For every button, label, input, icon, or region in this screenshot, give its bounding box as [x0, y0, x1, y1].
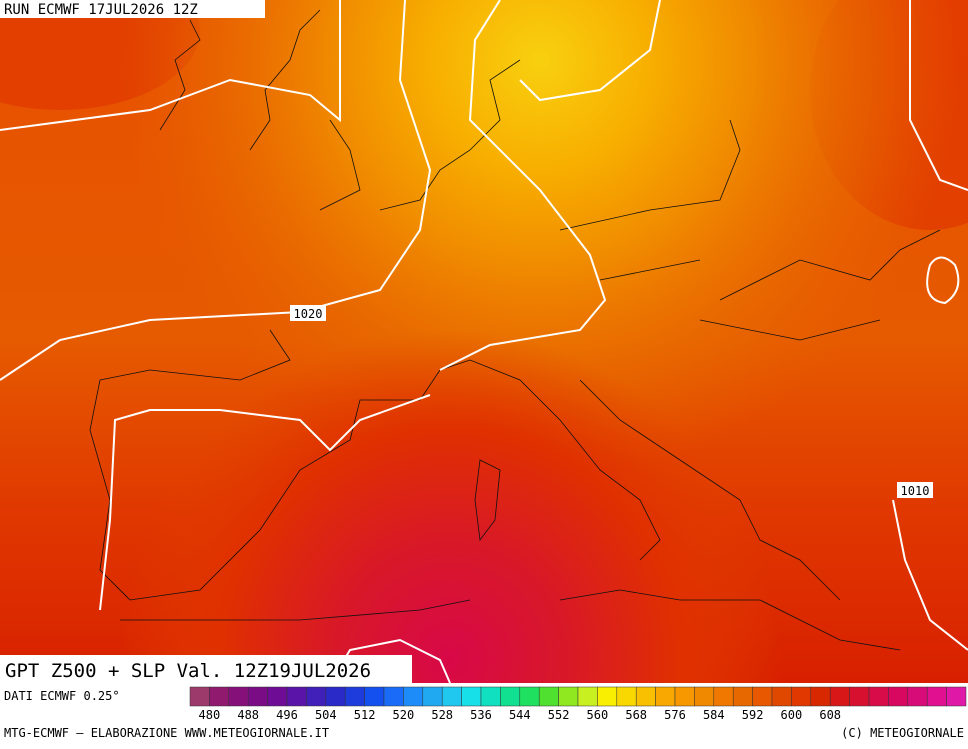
colorbar-swatch [616, 686, 637, 707]
field [0, 0, 968, 683]
colorbar-swatch [655, 686, 676, 707]
map-title: GPT Z500 + SLP Val. 12Z19JUL2026 [5, 660, 371, 682]
colorbar-swatch [267, 686, 288, 707]
colorbar-swatch [635, 686, 656, 707]
colorbar-swatch [228, 686, 249, 707]
run-label: RUN ECMWF 17JUL2026 12Z [4, 2, 198, 18]
colorbar-swatch [247, 686, 268, 707]
colorbar-swatch [888, 686, 909, 707]
colorbar-label: 504 [315, 708, 337, 722]
colorbar-swatch [286, 686, 307, 707]
isobar-label-box [290, 305, 326, 321]
colorbar-label: 568 [625, 708, 647, 722]
colorbar-swatch [694, 686, 715, 707]
colorbar-swatch [752, 686, 773, 707]
colorbar-swatch [713, 686, 734, 707]
colorbar-swatch [926, 686, 947, 707]
colorbar-swatch [383, 686, 404, 707]
colorbar-swatch [403, 686, 424, 707]
colorbar-swatch [849, 686, 870, 707]
colorbar-label: 552 [548, 708, 570, 722]
colorbar-swatch [461, 686, 482, 707]
isobar-label-box [897, 482, 933, 498]
header-box [0, 0, 265, 18]
colorbar-swatch [306, 686, 327, 707]
colorbar-label: 496 [276, 708, 298, 722]
colorbar-label: 560 [587, 708, 609, 722]
colorbar-swatch [209, 686, 230, 707]
coastlines [89, 9, 941, 651]
colorbar-swatch [344, 686, 365, 707]
colorbar-swatch [325, 686, 346, 707]
isobar-label: 1010 [901, 484, 930, 498]
colorbar-swatch [868, 686, 889, 707]
colorbar-label: 592 [742, 708, 764, 722]
colorbar-swatch [422, 686, 443, 707]
colorbar-swatch [810, 686, 831, 707]
colorbar-label: 608 [819, 708, 841, 722]
colorbar-label: 584 [703, 708, 725, 722]
colorbar-label: 520 [393, 708, 415, 722]
colorbar-swatch [907, 686, 928, 707]
colorbar-label: 488 [237, 708, 259, 722]
colorbar-swatch [480, 686, 501, 707]
footer-right: (C) METEOGIORNALE [841, 726, 964, 740]
colorbar-swatch [674, 686, 695, 707]
title-box [0, 655, 412, 683]
colorbar-label: 576 [664, 708, 686, 722]
colorbar-label: 600 [781, 708, 803, 722]
colorbar-swatch [500, 686, 521, 707]
colorbar-swatch [577, 686, 598, 707]
isobar-label: 1020 [294, 307, 323, 321]
colorbar-label: 528 [431, 708, 453, 722]
colorbar-swatch [946, 686, 967, 707]
colorbar-label: 480 [199, 708, 221, 722]
colorbar-swatch [364, 686, 385, 707]
colorbar-swatch [791, 686, 812, 707]
source-label: DATI ECMWF 0.25° [4, 689, 120, 703]
colorbar-label: 544 [509, 708, 531, 722]
colorbar: 480 488 496 504 512 520 528 536 544 552 560 568 576 5… [189, 686, 967, 722]
colorbar-swatch [519, 686, 540, 707]
colorbar-swatch [441, 686, 462, 707]
colorbar-swatch [189, 686, 210, 707]
footer-left: MTG-ECMWF – ELABORAZIONE WWW.METEOGIORNA… [4, 726, 329, 740]
colorbar-swatch [732, 686, 753, 707]
colorbar-swatch [771, 686, 792, 707]
colorbar-swatch [829, 686, 850, 707]
colorbar-label: 536 [470, 708, 492, 722]
colorbar-swatch [558, 686, 579, 707]
colorbar-swatch [538, 686, 559, 707]
colorbar-swatch [597, 686, 618, 707]
colorbar-label: 512 [354, 708, 376, 722]
